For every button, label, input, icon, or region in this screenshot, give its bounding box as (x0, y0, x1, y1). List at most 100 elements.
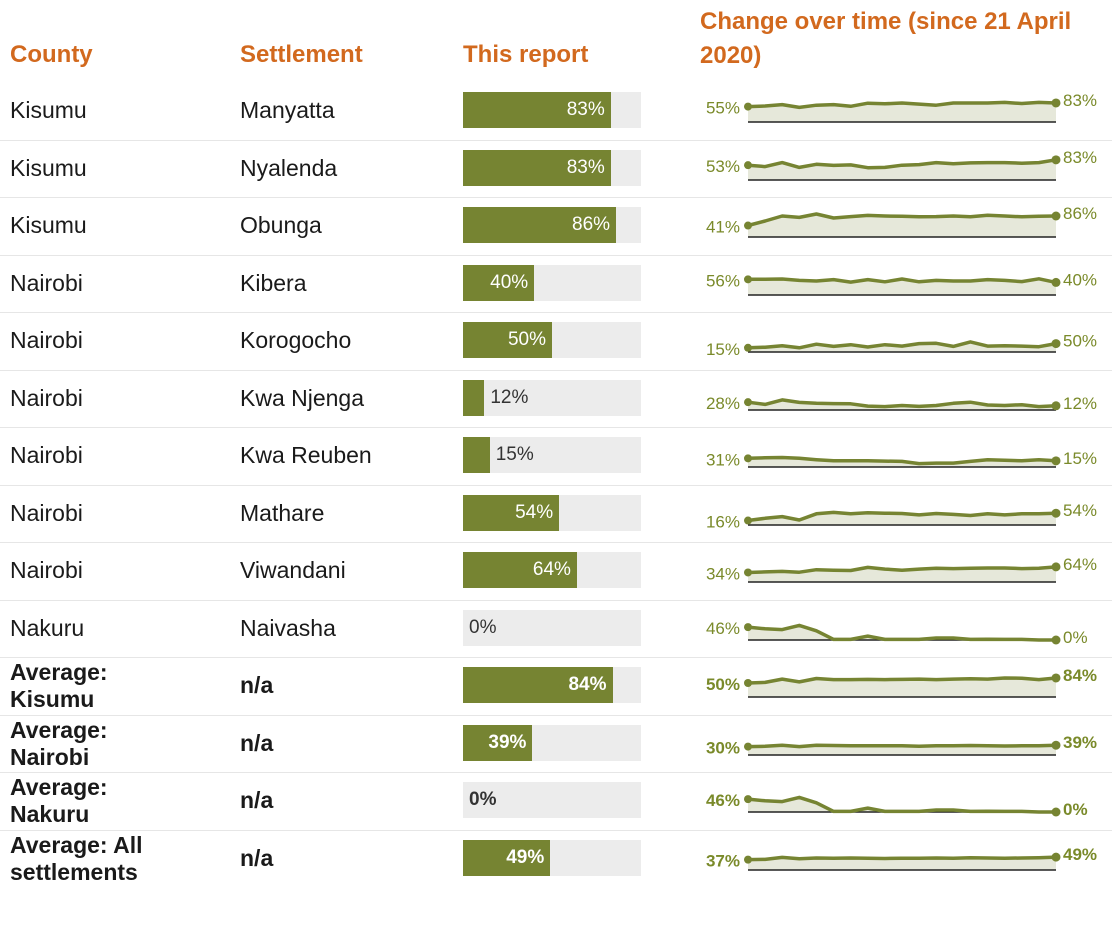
report-bar-track: 83% (463, 92, 641, 128)
trend-line (746, 510, 1058, 522)
report-bar (463, 92, 611, 128)
row-divider (0, 542, 1112, 543)
trend-start-point (744, 516, 752, 525)
trend-end-label: 83% (1063, 91, 1097, 110)
county-cell: Average: Kisumu (10, 659, 108, 713)
trend-start-point (744, 160, 752, 169)
county-line2: Nakuru (10, 801, 90, 827)
county-line1: Nakuru (10, 614, 85, 641)
county-cell: Kisumu (10, 97, 87, 124)
table-row: Kisumu Nyalenda 83% 53% 83% (0, 140, 1112, 198)
trend-sparkline: 55% 83% (706, 91, 1097, 123)
row-divider (0, 197, 1112, 198)
trend-end-point (1051, 211, 1061, 221)
report-bar-track: 64% (463, 552, 641, 588)
report-value-label: 15% (495, 444, 534, 465)
trend-start-point (744, 742, 752, 751)
report-value-label: 64% (532, 559, 571, 580)
trend-end-point (1051, 456, 1061, 466)
settlement-cell: Mathare (240, 499, 325, 526)
trend-end-point (1051, 400, 1061, 410)
trend-end-label: 84% (1063, 666, 1097, 685)
table-row: Kisumu Manyatta 83% 55% 83% (0, 82, 1112, 140)
settlement-cell: n/a (240, 844, 274, 871)
trend-sparkline: 30% 39% (706, 733, 1097, 757)
report-value-label: 86% (572, 214, 611, 235)
trend-start-point (744, 622, 752, 631)
table-row: Average: Nakuru n/a 0% 46% 0% (0, 772, 1112, 830)
county-cell: Average: Nakuru (10, 774, 108, 828)
trend-line (746, 676, 1058, 685)
row-divider (0, 312, 1112, 313)
county-line1: Kisumu (10, 97, 87, 123)
header-county: County (10, 41, 93, 68)
trend-sparkline: 46% 0% (706, 619, 1088, 647)
trend-sparkline: 46% 0% (706, 791, 1088, 819)
trend-start-point (744, 343, 752, 352)
report-value-label: 49% (506, 846, 545, 868)
trend-area (748, 856, 1056, 870)
settlement-cell: n/a (240, 787, 274, 813)
trend-end-point (1051, 807, 1061, 817)
trend-line (746, 157, 1058, 169)
settlement-cell: Obunga (240, 212, 322, 238)
trend-end-label: 54% (1063, 501, 1097, 520)
trend-start-label: 31% (706, 450, 740, 469)
trend-start-label: 46% (706, 791, 740, 810)
county-line1: Nairobi (10, 384, 83, 411)
report-bar (463, 322, 552, 358)
report-bar (463, 379, 485, 416)
trend-sparkline: 16% 54% (706, 501, 1097, 531)
county-cell: Average: All settlements (10, 832, 143, 886)
county-cell: Nairobi (10, 557, 83, 584)
row-divider (0, 714, 1112, 716)
table-row: Average: Nairobi n/a 39% 30% 39% (0, 715, 1112, 773)
table-row: Average: Kisumu n/a 84% 50% 84% (0, 657, 1112, 715)
header-settlement: Settlement (240, 41, 363, 68)
header-this-report: This report (463, 41, 589, 68)
county-line1: Nairobi (10, 269, 83, 296)
county-cell: Nairobi (10, 442, 83, 469)
trend-start-point (744, 568, 752, 577)
trend-sparkline: 28% 12% (706, 393, 1097, 412)
report-value-label: 83% (566, 156, 605, 178)
trend-line (746, 795, 1058, 814)
trend-end-label: 64% (1063, 555, 1097, 574)
trend-end-label: 12% (1063, 393, 1097, 412)
settlement-cell: Korogocho (240, 327, 352, 353)
settlement-cell: n/a (240, 729, 274, 756)
row-divider (0, 657, 1112, 658)
report-bar (463, 839, 551, 876)
settlement-cell: Viwandani (240, 557, 346, 583)
county-line2: Nairobi (10, 743, 90, 770)
row-divider (0, 599, 1112, 601)
report-bar-track: 50% (463, 322, 641, 358)
trend-end-label: 83% (1063, 147, 1097, 166)
trend-sparkline: 34% 64% (706, 555, 1097, 584)
trend-area (748, 102, 1056, 122)
row-divider (0, 427, 1112, 428)
trend-start-point (744, 397, 752, 406)
trend-start-label: 34% (706, 564, 740, 583)
report-value-label: 40% (490, 271, 529, 293)
trend-sparkline: 56% 40% (706, 270, 1097, 296)
table-row: Nakuru Naivasha 0% 46% 0% (0, 600, 1112, 658)
report-bar-track: 0% (463, 609, 641, 646)
trend-sparkline: 15% 50% (706, 332, 1097, 359)
header-change-line2: 2020) (700, 42, 762, 69)
trend-area (748, 399, 1056, 410)
row-divider (0, 369, 1112, 371)
table-row: Kisumu Obunga 86% 41% 86% (0, 197, 1112, 255)
report-bar-track: 54% (463, 494, 641, 531)
report-value-label: 39% (488, 731, 527, 753)
report-bar-track: 83% (463, 149, 641, 186)
trend-sparkline: 37% 49% (706, 845, 1097, 871)
trend-start-label: 55% (706, 99, 740, 118)
report-bar-track: 49% (463, 839, 641, 876)
county-cell: Nairobi (10, 327, 83, 354)
table-row: Nairobi Kibera 40% 56% 40% (0, 255, 1112, 313)
table-row: Nairobi Korogocho 50% 15% 50% (0, 312, 1112, 370)
trend-end-label: 15% (1063, 449, 1097, 468)
county-cell: Nakuru (10, 615, 84, 642)
table-row: Average: All settlements n/a 49% 37% 49% (0, 830, 1112, 888)
